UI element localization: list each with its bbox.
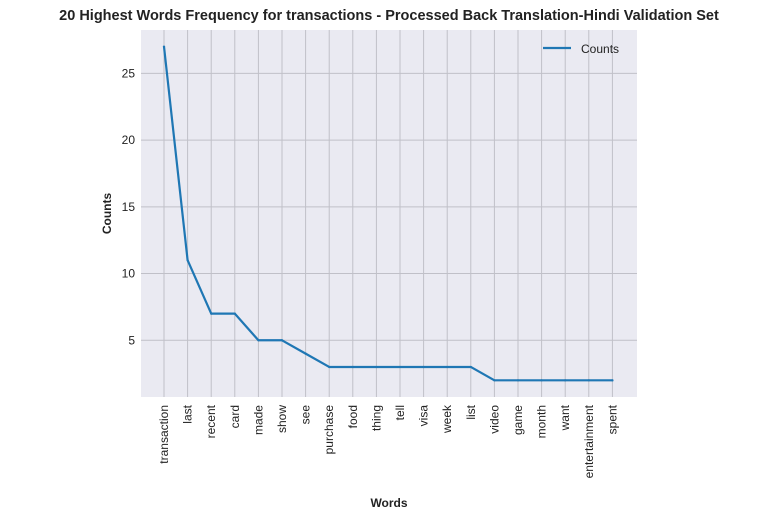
- x-tick-label: made: [251, 405, 265, 435]
- x-tick-label: recent: [204, 404, 218, 438]
- legend: Counts: [543, 42, 619, 56]
- data-point: [210, 312, 213, 315]
- x-tick-label: purchase: [322, 405, 336, 455]
- chart-title: 20 Highest Words Frequency for transacti…: [59, 8, 719, 24]
- x-tick-label: week: [440, 404, 454, 434]
- x-tick-label: transaction: [157, 405, 171, 464]
- x-tick-label: visa: [417, 405, 431, 427]
- y-tick-label: 20: [122, 133, 136, 147]
- data-point: [446, 365, 449, 369]
- y-axis-label: Counts: [100, 193, 114, 235]
- data-point: [540, 379, 543, 382]
- data-point: [257, 339, 260, 342]
- data-point: [304, 352, 307, 355]
- data-point: [280, 339, 284, 342]
- y-tick-labels: 5 10 15 20 25: [122, 66, 136, 347]
- plot-area: [141, 30, 637, 397]
- x-tick-label: game: [511, 405, 525, 435]
- data-point: [186, 259, 189, 262]
- data-point: [328, 365, 331, 369]
- y-tick-label: 5: [128, 333, 135, 347]
- x-tick-label: card: [228, 405, 242, 428]
- x-tick-label: see: [299, 405, 313, 425]
- data-point: [233, 312, 236, 315]
- x-tick-label: show: [275, 405, 289, 433]
- x-tick-label: list: [464, 404, 478, 419]
- series-lines: [162, 45, 614, 382]
- y-tick-label: 10: [122, 267, 136, 281]
- gridlines: [141, 30, 637, 397]
- x-tick-label: want: [558, 404, 572, 431]
- data-point: [398, 365, 402, 369]
- x-tick-label: tell: [393, 405, 407, 420]
- x-tick-label: food: [346, 405, 360, 428]
- data-point: [611, 379, 614, 382]
- data-point: [375, 365, 378, 369]
- x-tick-label: month: [535, 405, 549, 438]
- data-point: [469, 365, 472, 369]
- data-point: [422, 365, 425, 369]
- x-tick-label: video: [487, 405, 501, 434]
- y-tick-label: 15: [122, 200, 136, 214]
- data-point: [493, 379, 496, 382]
- x-tick-label: entertainment: [582, 404, 596, 478]
- legend-label-counts: Counts: [581, 42, 619, 56]
- y-tick-label: 25: [122, 66, 136, 80]
- data-point: [587, 379, 590, 382]
- x-tick-labels: transaction last recent card made show see purc…: [157, 404, 619, 478]
- data-point: [516, 379, 520, 382]
- data-point: [564, 379, 567, 382]
- data-point: [162, 45, 166, 48]
- x-tick-label: thing: [369, 405, 383, 431]
- x-tick-label: last: [181, 404, 195, 423]
- series-line-counts: [162, 45, 614, 382]
- x-axis-label: Words: [370, 496, 407, 510]
- data-point: [351, 365, 354, 369]
- x-tick-label: spent: [605, 404, 619, 434]
